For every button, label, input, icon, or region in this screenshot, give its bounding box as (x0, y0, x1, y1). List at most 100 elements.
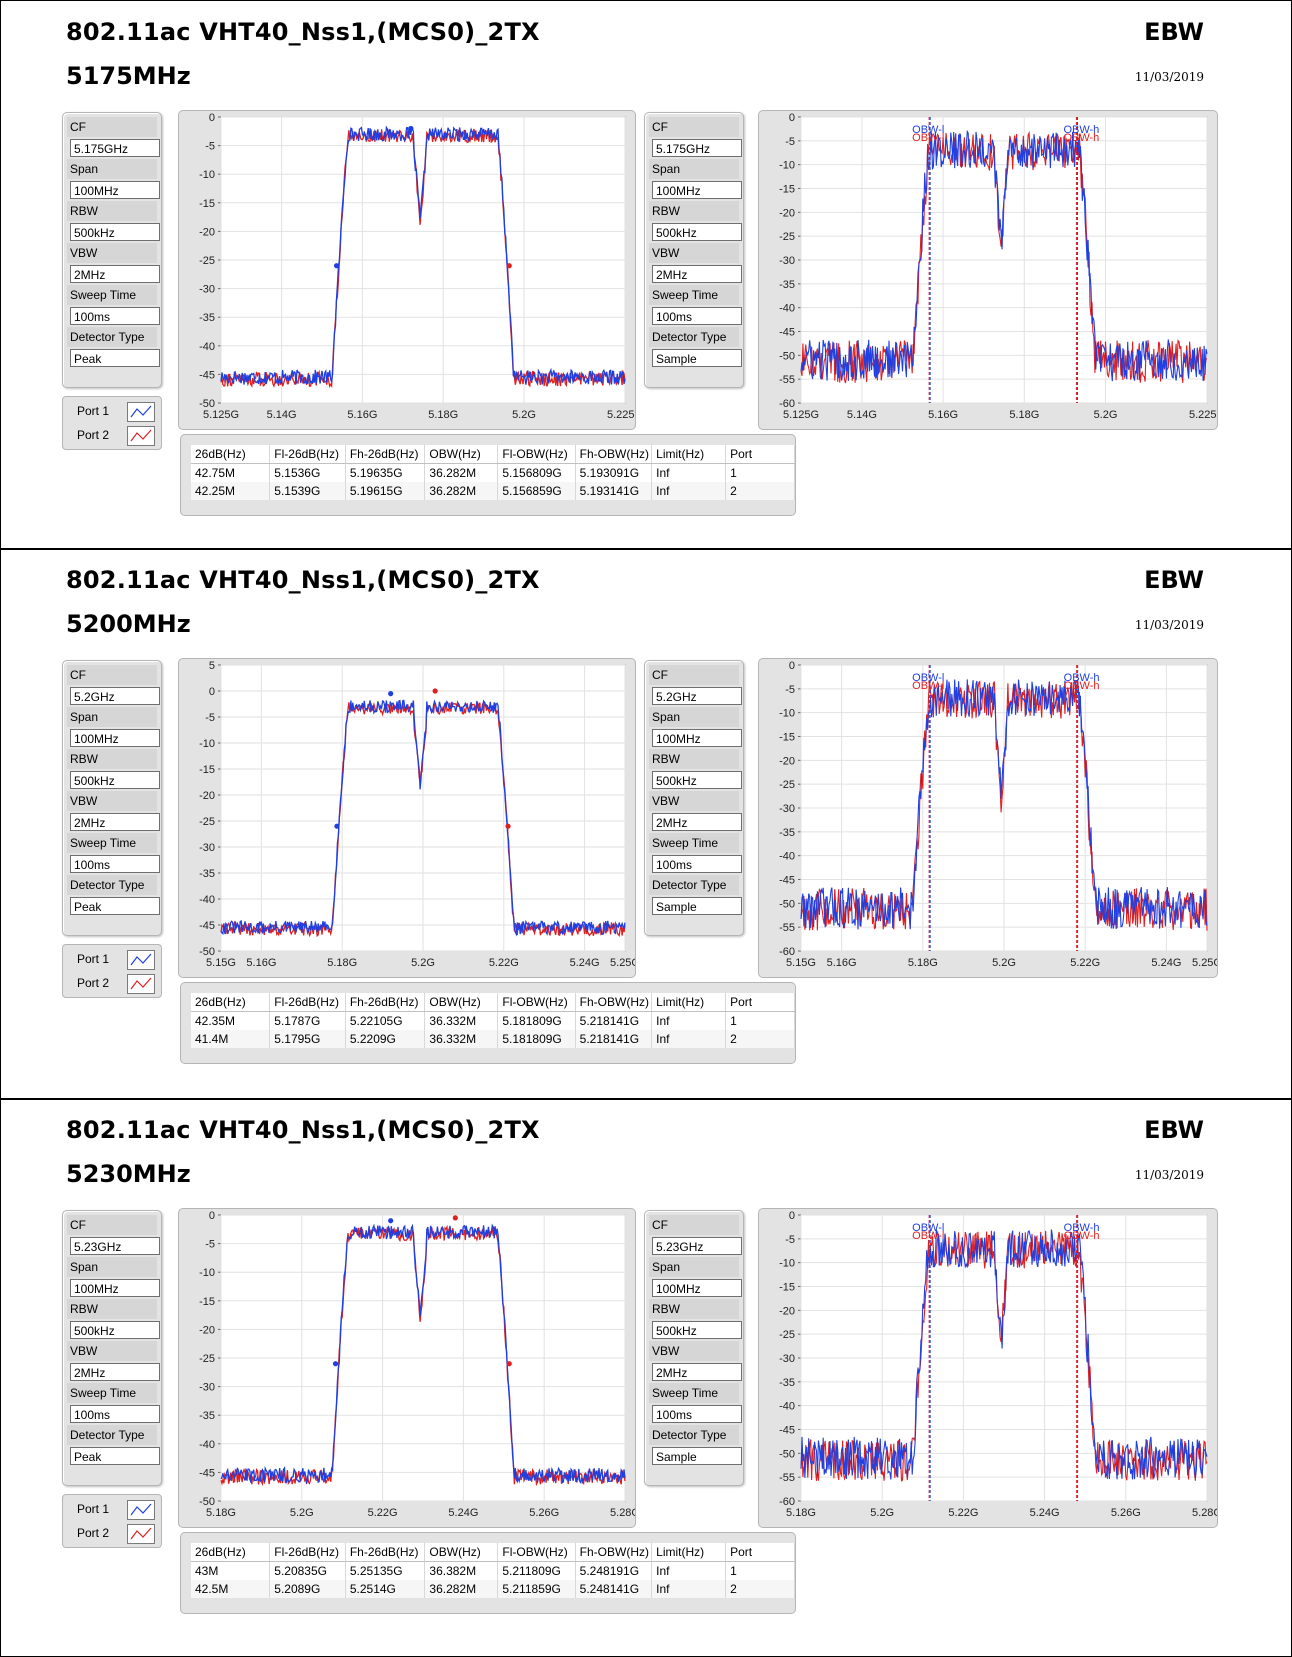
detector-type-field[interactable]: Sample (652, 897, 742, 915)
table-row[interactable]: 42.35M 5.1787G 5.22105G 36.332M 5.181809G 5.2… (191, 1011, 795, 1030)
sweep-time-label: Sweep Time (652, 288, 719, 302)
vbw-field[interactable]: 2MHz (652, 265, 742, 283)
vbw-field[interactable]: 2MHz (70, 265, 160, 283)
chart-26db: 0 -5 -10 -15 -20 -25 -30 -35 -40 -45 -50 5.18G 5.2G 5… (178, 1208, 636, 1528)
table-cell: Inf (651, 1580, 727, 1598)
legend-item-port2[interactable]: Port 2 (63, 971, 161, 995)
table-row[interactable]: 42.75M 5.1536G 5.19635G 36.282M 5.156809G 5.1… (191, 463, 795, 482)
obw-label: OBW-l (912, 132, 944, 144)
y-tick-label: -20 (779, 755, 795, 767)
table-cell: 5.19615G (345, 482, 426, 500)
cf-field[interactable]: 5.175GHz (652, 139, 742, 157)
sweep-time-field[interactable]: 100ms (70, 1405, 160, 1423)
test-type: EBW (1144, 1116, 1204, 1144)
rbw-field[interactable]: 500kHz (652, 771, 742, 789)
sweep-time-field[interactable]: 100ms (652, 1405, 742, 1423)
legend-item-port1[interactable]: Port 1 (63, 399, 161, 423)
legend-item-port2[interactable]: Port 2 (63, 423, 161, 447)
label-band (67, 1257, 157, 1277)
label-band (649, 327, 739, 347)
vbw-field[interactable]: 2MHz (652, 1363, 742, 1381)
sweep-time-field[interactable]: 100ms (70, 307, 160, 325)
detector-type-label: Detector Type (652, 1428, 727, 1442)
cf-field[interactable]: 5.23GHz (70, 1237, 160, 1255)
y-tick-label: 5 (209, 660, 215, 672)
x-tick-label: 5.2G (992, 957, 1016, 969)
vbw-field[interactable]: 2MHz (70, 813, 160, 831)
sweep-time-field[interactable]: 100ms (652, 307, 742, 325)
detector-type-field[interactable]: Sample (652, 1447, 742, 1465)
label-band (649, 665, 739, 685)
vbw-field[interactable]: 2MHz (70, 1363, 160, 1381)
table-cell: 5.20835G (269, 1561, 346, 1580)
detector-type-field[interactable]: Peak (70, 1447, 160, 1465)
legend-item-port1[interactable]: Port 1 (63, 947, 161, 971)
column-header: Fh-OBW(Hz) (575, 993, 653, 1012)
obw-label: OBW-l (912, 1222, 944, 1234)
table-header-row: 26dB(Hz) Fl-26dB(Hz) Fh-26dB(Hz) OBW(Hz) Fl-… (191, 445, 795, 464)
y-tick-label: -50 (779, 898, 795, 910)
label-band (67, 1383, 157, 1403)
x-tick-label: 5.16G (827, 957, 857, 969)
table-cell: 2 (725, 1030, 795, 1048)
x-tick-label: 5.22G (489, 957, 519, 969)
y-tick-label: -60 (779, 946, 795, 958)
legend-item-port2[interactable]: Port 2 (63, 1521, 161, 1545)
x-tick-label: 5.22G (368, 1507, 398, 1519)
label-band (67, 1299, 157, 1319)
label-band (67, 1215, 157, 1235)
cf-field[interactable]: 5.175GHz (70, 139, 160, 157)
table-cell: Inf (651, 463, 727, 482)
y-tick-label: -5 (785, 684, 795, 696)
table-row[interactable]: 42.5M 5.2089G 5.2514G 36.282M 5.211859G 5.248… (191, 1580, 795, 1598)
vbw-field[interactable]: 2MHz (652, 813, 742, 831)
vbw-label: VBW (652, 246, 680, 260)
rbw-field[interactable]: 500kHz (70, 1321, 160, 1339)
rbw-label: RBW (70, 1302, 98, 1316)
rbw-field[interactable]: 500kHz (70, 771, 160, 789)
x-tick-label: 5.16G (928, 409, 958, 421)
sweep-time-field[interactable]: 100ms (652, 855, 742, 873)
sweep-time-field[interactable]: 100ms (70, 855, 160, 873)
span-field[interactable]: 100MHz (70, 181, 160, 199)
legend-item-port1[interactable]: Port 1 (63, 1497, 161, 1521)
rbw-field[interactable]: 500kHz (652, 1321, 742, 1339)
cf-field[interactable]: 5.2GHz (652, 687, 742, 705)
y-tick-label: -45 (199, 369, 215, 381)
obw-label: OBW-l (912, 680, 944, 692)
table-cell: 2 (725, 482, 795, 500)
table-row[interactable]: 43M 5.20835G 5.25135G 36.382M 5.211809G 5.248… (191, 1561, 795, 1580)
cf-field[interactable]: 5.2GHz (70, 687, 160, 705)
label-band (649, 875, 739, 895)
table-cell: 41.4M (191, 1030, 271, 1048)
cf-field[interactable]: 5.23GHz (652, 1237, 742, 1255)
y-tick-label: -10 (199, 1267, 215, 1279)
label-band (67, 243, 157, 263)
span-field[interactable]: 100MHz (70, 729, 160, 747)
rbw-field[interactable]: 500kHz (652, 223, 742, 241)
table-cell: 5.211859G (497, 1580, 576, 1598)
y-tick-label: -40 (779, 851, 795, 863)
plot-svg: 0 -5 -10 -15 -20 -25 -30 -35 -40 -45 -50 -55 -605.15… (779, 660, 1217, 969)
span-field[interactable]: 100MHz (652, 181, 742, 199)
detector-type-field[interactable]: Peak (70, 897, 160, 915)
x-tick-label: 5.125G (783, 409, 819, 421)
chart-26db: 5 0 -5 -10 -15 -20 -25 -30 -35 -40 -45 -50 5.15G 5.16… (178, 658, 636, 978)
detector-type-field[interactable]: Peak (70, 349, 160, 367)
column-header: Fl-OBW(Hz) (497, 1543, 576, 1562)
column-header: Limit(Hz) (651, 993, 727, 1012)
rbw-field[interactable]: 500kHz (70, 223, 160, 241)
table-cell: 5.19635G (345, 463, 426, 482)
detector-type-field[interactable]: Sample (652, 349, 742, 367)
label-band (67, 749, 157, 769)
table-row[interactable]: 41.4M 5.1795G 5.2209G 36.332M 5.181809G 5.218… (191, 1030, 795, 1048)
span-field[interactable]: 100MHz (652, 1279, 742, 1297)
sweep-time-label: Sweep Time (70, 288, 137, 302)
table-cell: 5.211809G (497, 1561, 576, 1580)
label-band (67, 833, 157, 853)
span-field[interactable]: 100MHz (70, 1279, 160, 1297)
label-band (67, 1341, 157, 1361)
table-row[interactable]: 42.25M 5.1539G 5.19615G 36.282M 5.156859G 5.1… (191, 482, 795, 500)
label-band (67, 201, 157, 221)
span-field[interactable]: 100MHz (652, 729, 742, 747)
